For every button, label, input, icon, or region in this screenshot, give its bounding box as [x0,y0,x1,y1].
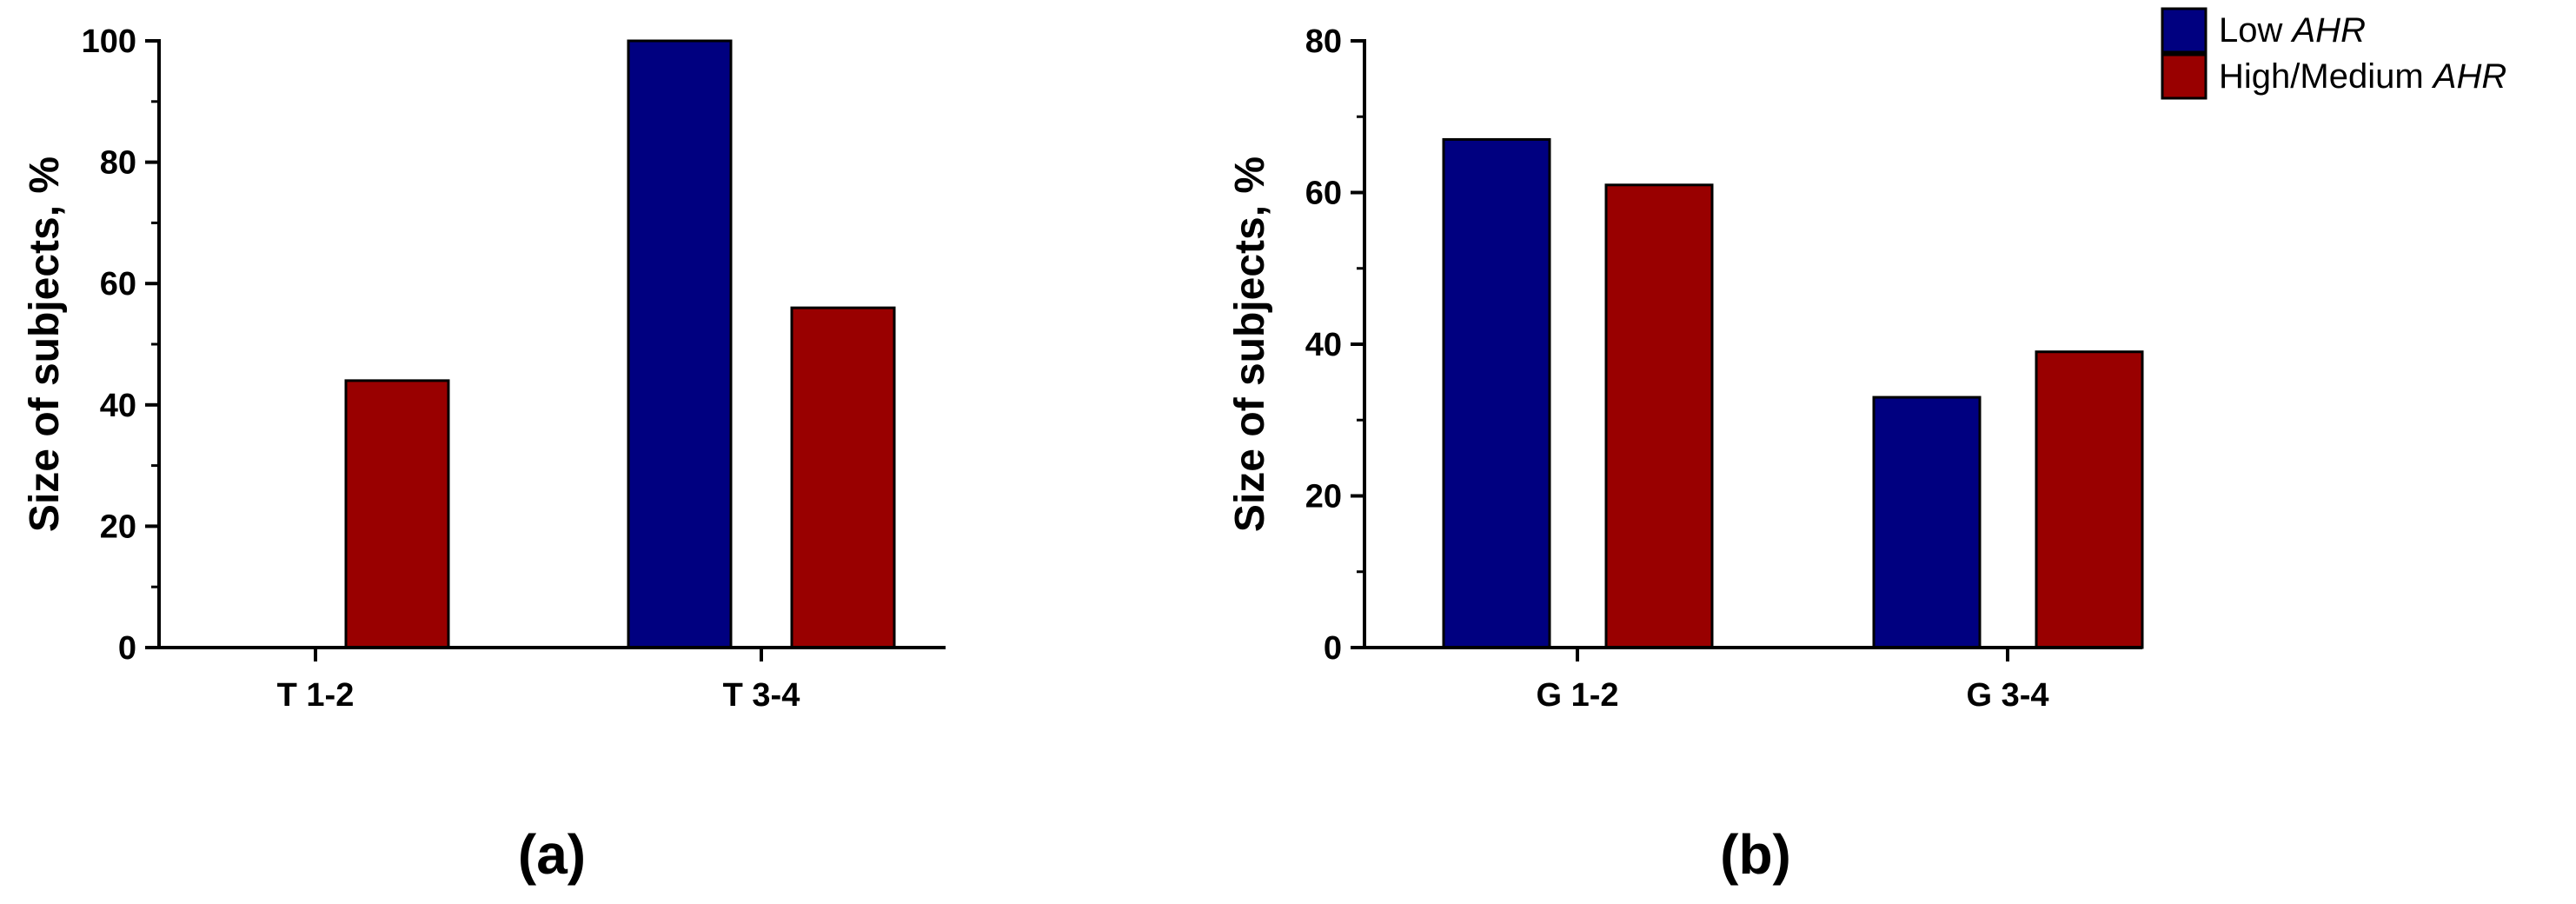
x-tick-label: T 3-4 [723,677,800,714]
legend-swatch-high [2161,53,2208,100]
y-tick-label: 100 [82,23,136,60]
y-axis-title: Size of subjects, % [1227,156,1273,532]
x-tick-label: G 3-4 [1966,677,2048,714]
legend-label-italic: AHR [2291,11,2366,50]
bar-low-2 [1872,396,1982,649]
bar-high-2 [2035,350,2144,649]
y-tick-label: 0 [118,630,136,667]
chart-panel-a: 0 20 40 60 80 100 T 1-2 T 3-4 Size of subjects, … [22,23,946,886]
y-tick-label: 40 [100,388,136,424]
legend-label-text: Low [2219,11,2293,50]
bar-high-2 [790,306,896,649]
legend-label-low: Low AHR [2219,11,2366,50]
bar-high-1 [344,379,450,649]
panel-label: (b) [1720,823,1791,886]
y-axis-title: Size of subjects, % [22,156,68,532]
y-tick-label: 40 [1305,327,1342,363]
y-tick-label: 20 [100,508,136,545]
panel-label: (a) [518,823,586,886]
legend-label-high: High/Medium AHR [2219,57,2506,96]
y-tick-label: 60 [1305,176,1342,212]
y-tick-label: 60 [100,266,136,302]
legend-label-italic: AHR [2432,57,2506,96]
y-tick-label: 80 [100,145,136,182]
chart-panel-b: 0 20 40 60 80 G 1-2 G 3-4 Size of subjects, % (b… [1227,23,2144,886]
legend-label-text: High/Medium [2219,57,2433,96]
bar-high-1 [1604,183,1714,649]
legend-swatch-low [2161,7,2208,54]
y-tick-label: 20 [1305,479,1342,515]
x-tick-label: T 1-2 [277,677,355,714]
y-tick-label: 0 [1324,630,1342,667]
bar-low-1 [1442,137,1551,649]
bar-low-2 [627,39,733,649]
y-tick-label: 80 [1305,23,1342,60]
x-tick-label: G 1-2 [1536,677,1618,714]
